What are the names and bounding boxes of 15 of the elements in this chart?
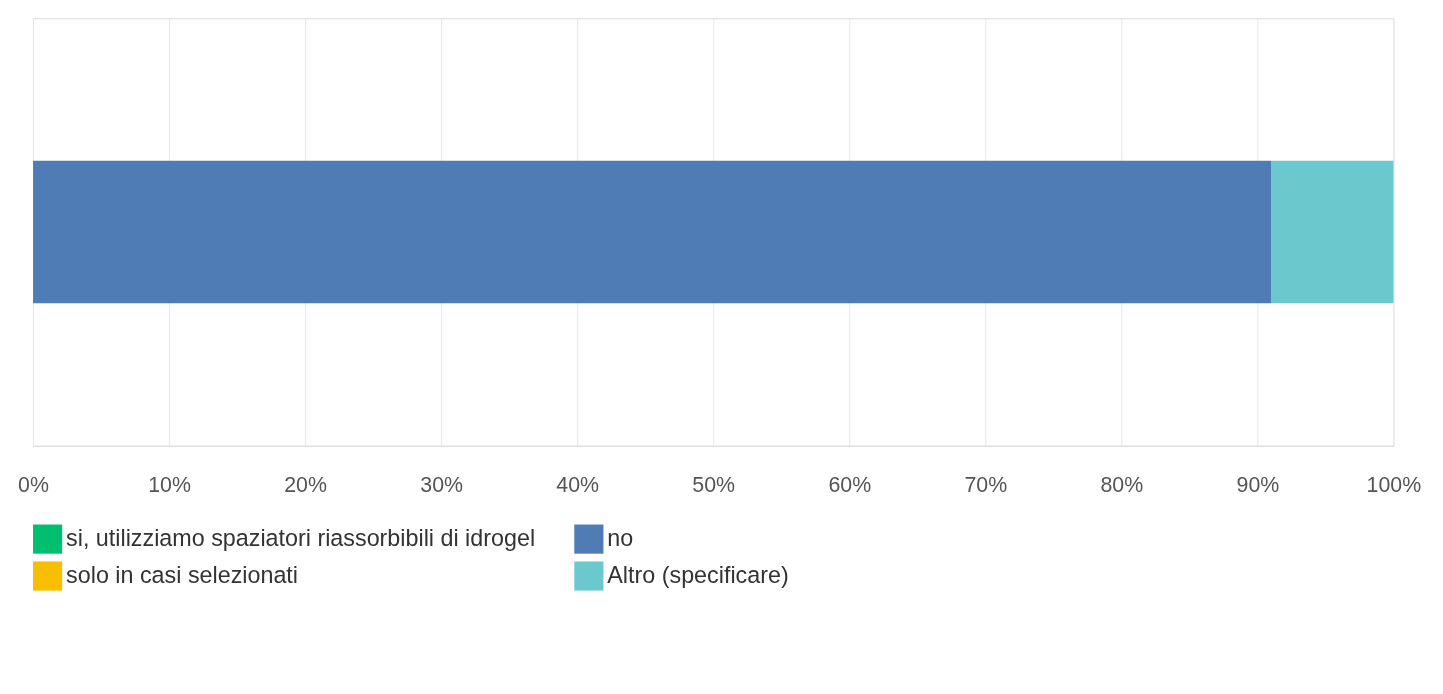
- x-tick-label: 40%: [556, 472, 600, 497]
- x-tick-label: 90%: [1236, 472, 1280, 497]
- x-tick-label: 60%: [828, 472, 872, 497]
- x-tick-label: 50%: [692, 472, 736, 497]
- legend-label: si, utilizziamo spaziatori riassorbibili di idrogel: [66, 524, 536, 551]
- x-tick-label: 0%: [18, 472, 49, 497]
- x-tick-label: 20%: [284, 472, 327, 497]
- x-tick-label: 100%: [1366, 472, 1422, 497]
- legend-label: solo in casi selezionati: [66, 561, 299, 588]
- x-tick-label: 80%: [1100, 472, 1144, 497]
- x-tick-label: 30%: [420, 472, 464, 497]
- x-tick-label: 10%: [148, 472, 191, 497]
- x-tick-label: 70%: [964, 472, 1008, 497]
- legend-label: no: [607, 524, 634, 551]
- legend-label: Altro (specificare): [607, 561, 789, 588]
